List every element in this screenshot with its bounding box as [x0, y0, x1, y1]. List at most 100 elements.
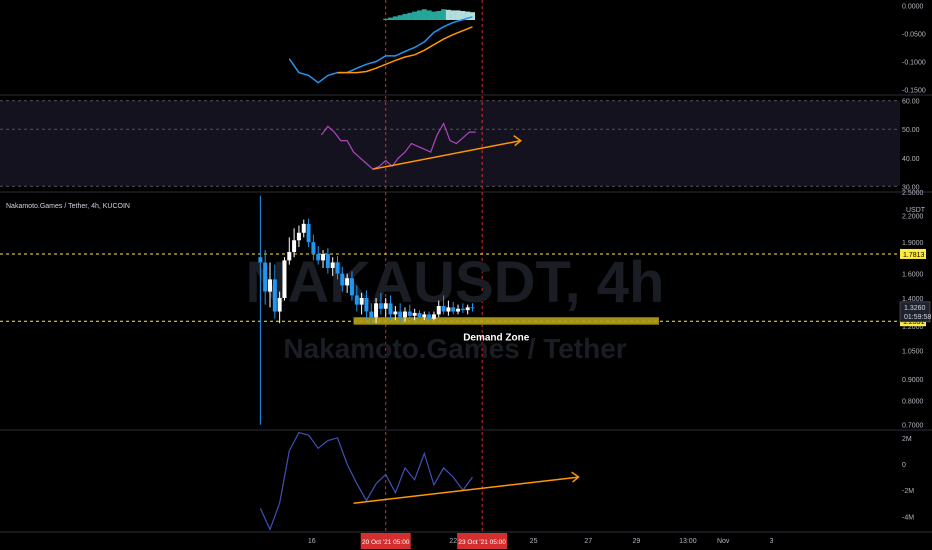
countdown-label: 01:59:58: [904, 314, 931, 321]
candle-body: [296, 232, 301, 241]
axis-tick-label: 2.2000: [902, 213, 924, 220]
time-axis-label: 22: [449, 538, 457, 545]
candle-body: [422, 314, 427, 318]
axis-tick-label: 30.00: [902, 184, 920, 191]
level-badge: [900, 248, 926, 259]
axis-tick-label: 60.00: [902, 99, 920, 106]
candle-body: [398, 311, 403, 318]
macd-histogram-bar: [431, 11, 437, 20]
candle-body: [436, 305, 441, 315]
axis-tick-label: 40.00: [902, 156, 920, 163]
rsi-line: [320, 122, 476, 170]
candle-body: [378, 303, 383, 309]
time-axis-label: 3: [769, 538, 773, 545]
macd-histogram-bar: [383, 18, 389, 20]
macd-histogram-bar: [436, 11, 442, 20]
candle-body: [301, 223, 306, 233]
time-axis-label: 25: [530, 538, 538, 545]
axis-tick-label: 1.6000: [902, 272, 924, 279]
watermark: NAKAUSDT, 4h Nakamoto.Games / Tether: [246, 250, 665, 364]
candle-body: [316, 254, 321, 261]
rsi-trend-arrowhead: [513, 135, 522, 147]
candle-body: [292, 240, 297, 253]
candle-body: [268, 279, 272, 292]
candle-body: [287, 252, 292, 261]
date-marker-badge: [360, 533, 411, 549]
candle-body: [446, 307, 451, 312]
macd-histogram-bar: [412, 11, 418, 20]
candle-body: [460, 308, 465, 311]
macd-histogram-bar: [402, 14, 408, 20]
candle-body: [345, 278, 350, 286]
axis-tick-label: 0.7000: [902, 423, 924, 430]
axis-tick-label: -0.0500: [902, 32, 926, 39]
candle-body: [258, 257, 263, 263]
candle-body: [349, 278, 354, 296]
candle-body: [263, 262, 268, 292]
candle-body: [272, 279, 277, 312]
candle-body: [306, 223, 311, 243]
axis-tick-label: 0.8000: [902, 398, 924, 405]
candle-body: [417, 312, 422, 318]
candle-body: [388, 303, 393, 315]
candle-body: [325, 254, 330, 268]
candle-body: [465, 307, 470, 311]
macd-histogram-bar: [416, 10, 422, 20]
candle-body: [282, 260, 287, 298]
watermark-name: Nakamoto.Games / Tether: [283, 333, 626, 364]
axis-tick-label: 1.0500: [902, 349, 924, 356]
last-price-label: 1.3260: [904, 305, 926, 312]
candle-body: [340, 273, 345, 286]
macd-histogram-bar: [397, 15, 403, 20]
axis-tick-label: -4M: [902, 514, 914, 521]
candle-body: [441, 305, 446, 312]
obv-line: [259, 431, 473, 531]
axis-tick-label: 0.9000: [902, 377, 924, 384]
time-axis-label: 16: [308, 538, 316, 545]
macd-histogram-bar: [465, 11, 471, 20]
macd-line: [288, 16, 473, 84]
macd-histogram-bar: [407, 12, 413, 20]
candle-body: [407, 311, 412, 316]
time-axis-label: 27: [584, 538, 592, 545]
candle-body: [431, 314, 436, 319]
date-marker-label: 23 Oct '21 05:00: [458, 539, 506, 546]
candle-body: [412, 312, 417, 316]
axis-tick-label: 0.0000: [902, 4, 924, 11]
macd-histogram-bar: [455, 10, 461, 20]
candle-body: [330, 262, 335, 268]
axis-tick-label: 2M: [902, 436, 912, 443]
time-axis-label: 29: [633, 538, 641, 545]
candle-body: [383, 303, 388, 309]
candle-body: [456, 308, 461, 312]
candle-body: [311, 242, 316, 255]
axis-tick-label: 1.4000: [902, 296, 924, 303]
symbol-title: Nakamoto.Games / Tether, 4h, KUCOIN: [6, 203, 130, 210]
candle-body: [277, 297, 282, 312]
candle-body: [369, 311, 374, 318]
date-marker-badge: [457, 533, 508, 549]
macd-histogram-bar: [426, 10, 432, 20]
axis-tick-label: 1.2000: [902, 324, 924, 331]
demand-zone-label: Demand Zone: [463, 333, 530, 344]
candle-body: [470, 307, 475, 309]
candle-body: [374, 303, 379, 318]
axis-tick-label: 0: [902, 462, 906, 469]
macd-histogram-bar: [392, 16, 398, 20]
axis-tick-label: 50.00: [902, 127, 920, 134]
currency-label: USDT: [906, 207, 926, 214]
time-axis-label: 13:00: [679, 538, 697, 545]
level-badge-label: 1.7813: [903, 252, 925, 259]
signal-line: [337, 26, 473, 74]
axis-tick-label: -2M: [902, 488, 914, 495]
rsi-band: [0, 100, 900, 187]
axis-tick-label: -0.1000: [902, 59, 926, 66]
demand-zone: [353, 317, 659, 325]
axis-tick-label: 2.5000: [902, 190, 924, 197]
rsi-trendline: [372, 139, 521, 170]
candle-body: [321, 254, 326, 261]
macd-histogram-bar: [388, 17, 394, 20]
macd-histogram-bar: [450, 10, 456, 20]
obv-trend-arrowhead: [571, 471, 580, 483]
